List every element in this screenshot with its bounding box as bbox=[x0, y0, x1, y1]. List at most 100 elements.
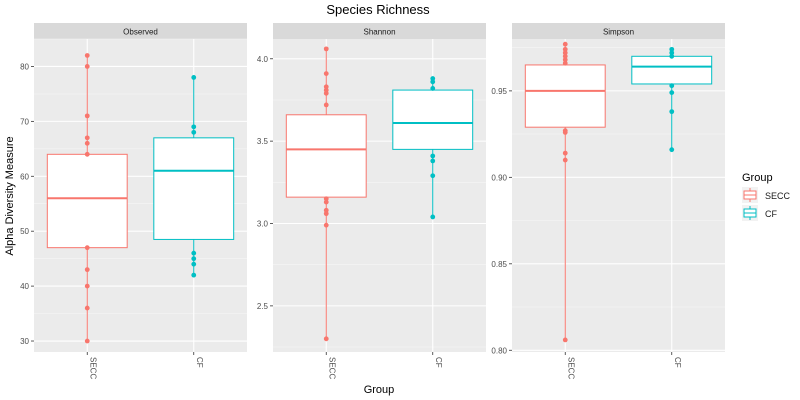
data-point bbox=[562, 41, 568, 47]
data-point bbox=[84, 338, 90, 344]
data-point bbox=[669, 109, 675, 115]
data-point bbox=[562, 53, 568, 59]
x-tick-label: CF bbox=[673, 357, 682, 368]
data-point bbox=[669, 90, 675, 96]
y-tick-label: 70 bbox=[20, 117, 29, 126]
x-tick-label: SECC bbox=[88, 357, 97, 379]
data-point bbox=[430, 214, 436, 220]
facet-panels: Observed 30 40 50 60 70 80 SECC CF Shannon 2.5 3.0 3… bbox=[20, 23, 725, 379]
data-point bbox=[430, 86, 436, 91]
data-point bbox=[84, 305, 90, 311]
legend: Group SECC CF bbox=[742, 172, 791, 221]
facet-observed: Observed 30 40 50 60 70 80 SECC CF bbox=[20, 23, 247, 379]
facet-shannon: Shannon 2.5 3.0 3.5 4.0 SECC CF bbox=[257, 23, 486, 379]
iqr-box bbox=[46, 153, 128, 249]
box-cf bbox=[631, 49, 713, 150]
facet-simpson: Simpson 0.80 0.85 0.90 0.95 SECC CF bbox=[491, 23, 725, 379]
data-point bbox=[84, 135, 90, 141]
legend-key-cf: CF bbox=[742, 205, 777, 221]
box-secc bbox=[285, 48, 367, 339]
data-point bbox=[191, 129, 197, 135]
chart-title: Species Richness bbox=[326, 2, 430, 17]
data-point bbox=[562, 50, 568, 56]
legend-title: Group bbox=[742, 172, 773, 184]
y-tick-label: 2.5 bbox=[257, 302, 269, 311]
data-point bbox=[323, 222, 329, 228]
x-tick-label: SECC bbox=[566, 357, 575, 379]
facet-strip-label: Shannon bbox=[363, 28, 395, 37]
box-cf bbox=[153, 77, 235, 276]
data-point bbox=[669, 83, 675, 89]
data-point bbox=[191, 261, 197, 267]
data-point bbox=[562, 337, 568, 343]
data-point bbox=[562, 150, 568, 156]
data-point bbox=[191, 124, 197, 130]
data-point bbox=[669, 46, 675, 52]
x-axis-label: Group bbox=[364, 384, 395, 396]
data-point bbox=[84, 267, 90, 273]
data-point bbox=[430, 158, 436, 164]
data-point bbox=[323, 211, 329, 217]
data-point bbox=[84, 245, 90, 251]
data-point bbox=[84, 64, 90, 69]
data-point bbox=[430, 173, 436, 179]
data-point bbox=[669, 53, 675, 59]
data-point bbox=[323, 46, 329, 52]
data-point bbox=[562, 129, 568, 135]
facet-strip-label: Simpson bbox=[603, 28, 634, 37]
iqr-box bbox=[153, 137, 235, 240]
data-point bbox=[323, 199, 329, 205]
data-point bbox=[84, 140, 90, 146]
data-point bbox=[323, 87, 329, 93]
data-point bbox=[669, 50, 675, 56]
y-axis-label: Alpha Diversity Measure bbox=[4, 136, 16, 255]
data-point bbox=[191, 250, 197, 256]
y-tick-label: 4.0 bbox=[257, 55, 269, 64]
iqr-box bbox=[524, 64, 606, 128]
data-point bbox=[323, 84, 329, 90]
y-tick-label: 0.90 bbox=[491, 173, 507, 182]
facet-strip bbox=[512, 23, 725, 39]
data-point bbox=[84, 151, 90, 157]
data-point bbox=[669, 147, 675, 153]
y-tick-label: 0.85 bbox=[491, 260, 507, 269]
y-tick-label: 3.0 bbox=[257, 220, 269, 229]
facet-strip bbox=[34, 23, 247, 39]
y-tick-label: 60 bbox=[20, 172, 29, 181]
data-point bbox=[430, 79, 436, 85]
y-tick-label: 0.80 bbox=[491, 346, 507, 355]
x-tick-label: CF bbox=[434, 357, 443, 368]
legend-label-secc: SECC bbox=[765, 191, 791, 201]
x-tick-label: CF bbox=[195, 357, 204, 368]
data-point bbox=[323, 336, 329, 342]
box-cf bbox=[392, 78, 474, 217]
y-tick-label: 50 bbox=[20, 227, 29, 236]
data-point bbox=[323, 102, 329, 108]
data-point bbox=[323, 71, 329, 76]
x-tick-label: SECC bbox=[327, 357, 336, 379]
data-point bbox=[562, 46, 568, 52]
y-tick-label: 0.95 bbox=[491, 87, 507, 96]
facet-strip bbox=[273, 23, 486, 39]
data-point bbox=[191, 272, 197, 278]
data-point bbox=[84, 53, 90, 58]
data-point bbox=[430, 76, 436, 81]
data-point bbox=[191, 256, 197, 262]
iqr-box bbox=[285, 114, 367, 198]
iqr-box bbox=[392, 89, 474, 150]
data-point bbox=[562, 57, 568, 63]
iqr-box bbox=[631, 55, 713, 85]
data-point bbox=[323, 207, 329, 213]
y-tick-label: 40 bbox=[20, 282, 29, 291]
data-point bbox=[323, 90, 329, 96]
y-tick-label: 80 bbox=[20, 62, 29, 71]
data-point bbox=[191, 75, 197, 80]
legend-label-cf: CF bbox=[765, 209, 777, 219]
data-point bbox=[84, 283, 90, 289]
y-tick-label: 3.5 bbox=[257, 137, 269, 146]
data-point bbox=[84, 113, 90, 119]
data-point bbox=[323, 196, 329, 202]
legend-key-secc: SECC bbox=[742, 187, 791, 203]
data-point bbox=[562, 157, 568, 163]
